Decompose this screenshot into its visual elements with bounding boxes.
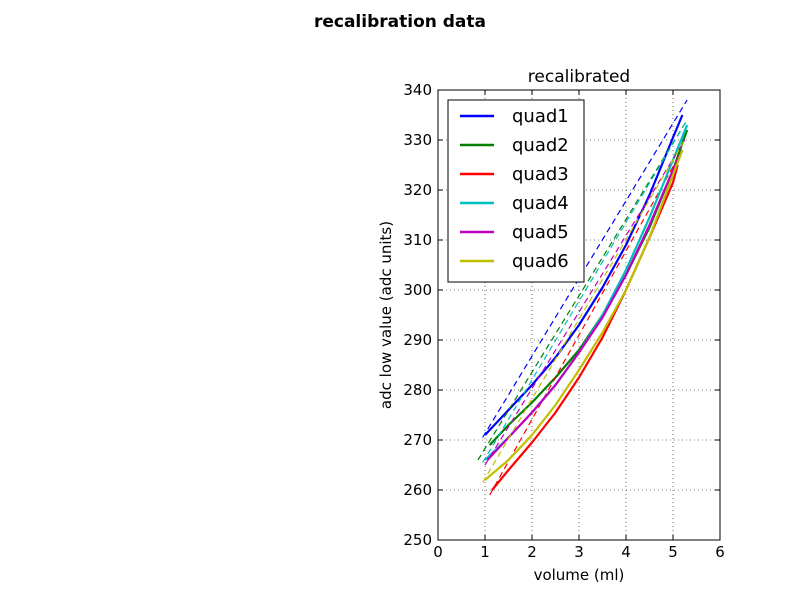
- legend-box: [447, 99, 585, 283]
- legend-label-quad3: quad3: [512, 164, 569, 185]
- x-tick-label: 5: [668, 543, 678, 561]
- legend-label-quad5: quad5: [512, 222, 569, 243]
- x-tick-label: 3: [574, 543, 584, 561]
- y-tick-label: 320: [403, 181, 432, 199]
- legend-label-quad2: quad2: [512, 135, 569, 156]
- x-tick-label: 4: [621, 543, 631, 561]
- series-fit-line-quad5: [484, 139, 686, 466]
- series-fit-line-quad4: [482, 119, 688, 463]
- y-tick-label: 270: [403, 431, 432, 449]
- series-fit-line-quad2: [477, 119, 688, 461]
- chart-title: recalibrated: [528, 67, 630, 87]
- legend: quad1 quad2 quad3 quad4 quad5 quad6: [447, 99, 585, 283]
- legend-label-quad1: quad1: [512, 106, 569, 127]
- y-tick-label: 260: [403, 481, 432, 499]
- series-fit-line-quad6: [482, 139, 686, 483]
- x-tick-label: 1: [480, 543, 490, 561]
- x-tick-label: 2: [527, 543, 537, 561]
- figure-suptitle: recalibration data: [314, 12, 486, 32]
- x-axis-label: volume (ml): [534, 566, 625, 584]
- y-tick-label: 310: [403, 231, 432, 249]
- y-tick-label: 340: [403, 81, 432, 99]
- x-tick-label: 0: [433, 543, 443, 561]
- y-tick-label: 250: [403, 531, 432, 549]
- legend-label-quad6: quad6: [512, 251, 569, 272]
- plot-area: 0 1 2 3 4 5 6 250 260 270 280 290 300 310 320 330 340 qua…: [403, 81, 724, 561]
- series-line-quad3: [491, 164, 679, 491]
- y-tick-label: 290: [403, 331, 432, 349]
- series-fit-line-quad3: [489, 149, 683, 496]
- series-line-quad5: [486, 149, 684, 461]
- x-tick-label: 6: [715, 543, 725, 561]
- y-tick-label: 300: [403, 281, 432, 299]
- series-line-quad1: [484, 114, 684, 436]
- legend-label-quad4: quad4: [512, 193, 569, 214]
- y-axis-label: adc low value (adc units): [377, 221, 395, 409]
- y-tick-label: 280: [403, 381, 432, 399]
- series-line-quad6: [484, 149, 684, 481]
- series-fit-line-quad1: [482, 99, 688, 438]
- y-tick-label: 330: [403, 131, 432, 149]
